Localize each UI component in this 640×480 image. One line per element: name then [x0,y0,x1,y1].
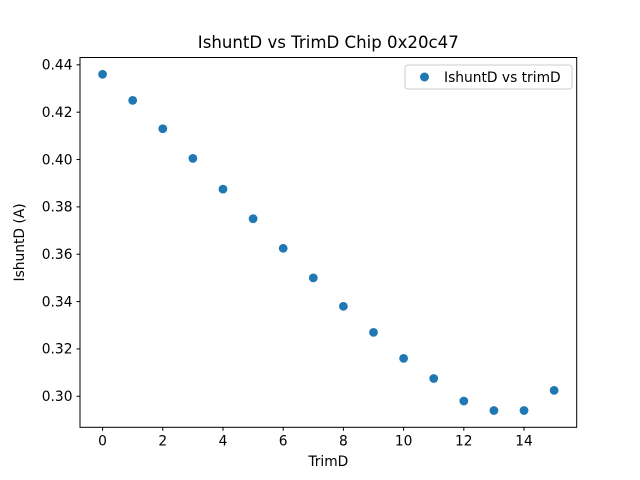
x-tick-label: 6 [279,434,288,450]
data-point [308,273,318,283]
x-tick-label: 10 [395,434,413,450]
data-point [429,374,439,383]
legend: IshuntD vs trimD [404,64,573,90]
y-tick-label: 0.30 [42,389,73,405]
legend-frame [404,64,573,90]
data-point [158,124,168,134]
data-point [98,69,107,79]
data-point [188,153,198,163]
x-tick-label: 0 [98,434,107,450]
data-point [339,301,348,311]
data-point [489,406,499,415]
y-axis-label: IshuntD (A) [12,203,28,281]
y-tick-label: 0.40 [42,152,73,168]
data-point [549,385,559,395]
y-tick-label: 0.42 [42,105,73,121]
points-layer [98,69,559,415]
data-point [278,243,288,253]
axes-spines [79,57,578,428]
y-tick-label: 0.36 [42,247,73,263]
legend-label: IshuntD vs trimD [444,70,561,86]
y-tick-label: 0.38 [42,200,73,216]
y-tick-label: 0.32 [42,342,73,358]
data-point [218,184,228,194]
chart-title: IshuntD vs TrimD Chip 0x20c47 [198,33,459,52]
y-tick-label: 0.44 [42,58,73,74]
data-point [248,214,258,224]
x-tick-label: 8 [339,434,348,450]
y-tick-label: 0.34 [42,294,73,310]
x-axis-label: TrimD [307,454,348,470]
data-point [128,95,138,105]
axes-layer: 0 2 4 6 8 10 12 14 0.30 0.32 0.34 0.36 0.38 0.40 0.42 0… [42,57,578,450]
data-point [459,396,469,406]
x-tick-label: 14 [515,434,533,450]
x-tick-label: 12 [455,434,473,450]
x-tick-label: 2 [158,434,167,450]
data-point [399,354,409,363]
data-point [369,327,378,337]
x-tick-label: 4 [219,434,228,450]
legend-marker-icon [420,72,429,82]
plot-area [80,57,577,428]
data-point [519,406,529,415]
